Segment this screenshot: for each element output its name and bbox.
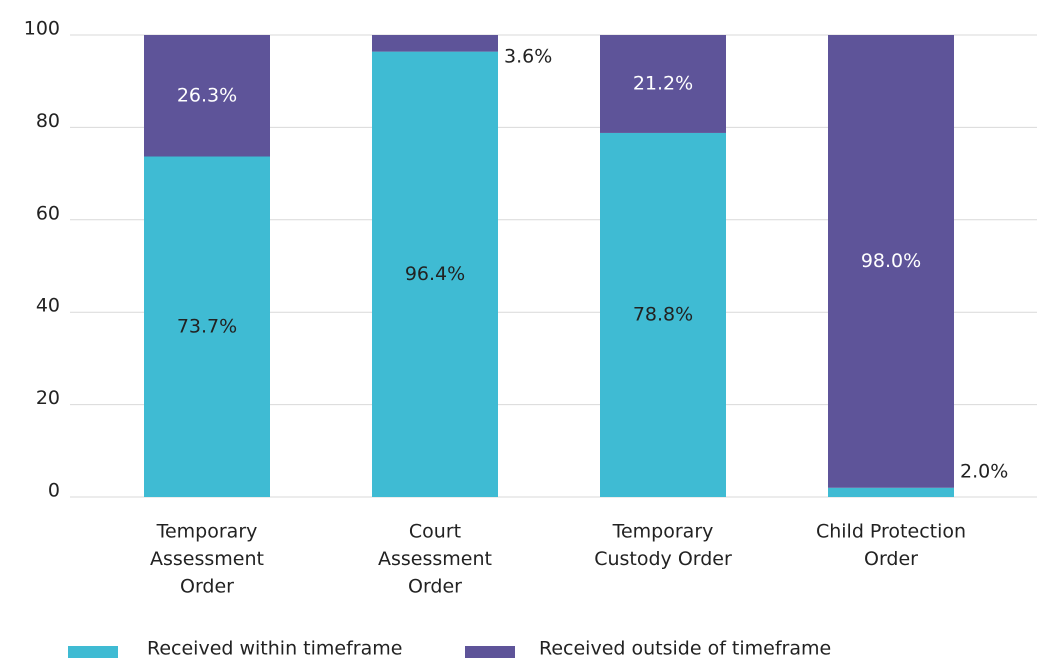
bar-segment [600, 35, 726, 133]
y-tick-label: 0 [48, 480, 60, 502]
data-label: 78.8% [633, 303, 693, 325]
data-label: 96.4% [405, 263, 465, 285]
x-tick-label: Child Protection [816, 521, 966, 543]
x-tick-label: Order [180, 576, 234, 598]
y-tick-label: 100 [24, 18, 60, 40]
x-tick-label: Custody Order [594, 548, 732, 570]
y-tick-label: 20 [36, 387, 60, 409]
bar-segment [372, 35, 498, 52]
x-tick-label: Order [864, 548, 918, 570]
y-tick-label: 80 [36, 110, 60, 132]
legend-swatch [68, 646, 118, 658]
legend-label: Received within timeframe [147, 638, 402, 660]
data-label: 26.3% [177, 84, 237, 106]
data-label: 98.0% [861, 250, 921, 272]
x-tick-label: Order [408, 576, 462, 598]
bar-segment [600, 132, 726, 497]
x-tick-label: Court [409, 521, 461, 543]
bar-segment [144, 35, 270, 157]
bar-segment [372, 51, 498, 498]
data-label: 2.0% [960, 461, 1008, 483]
y-tick-label: 60 [36, 202, 60, 224]
y-tick-label: 40 [36, 295, 60, 317]
legend-label: Received outside of timeframe [539, 638, 831, 660]
x-tick-label: Temporary [156, 521, 258, 543]
data-label: 21.2% [633, 72, 693, 94]
x-tick-label: Assessment [378, 548, 492, 570]
bar-segment [828, 487, 954, 497]
data-label: 73.7% [177, 315, 237, 337]
bar-segment [828, 35, 954, 488]
x-tick-label: Temporary [612, 521, 714, 543]
x-tick-label: Assessment [150, 548, 264, 570]
data-label: 3.6% [504, 46, 552, 68]
legend-swatch [465, 646, 515, 658]
bar-segment [144, 156, 270, 498]
